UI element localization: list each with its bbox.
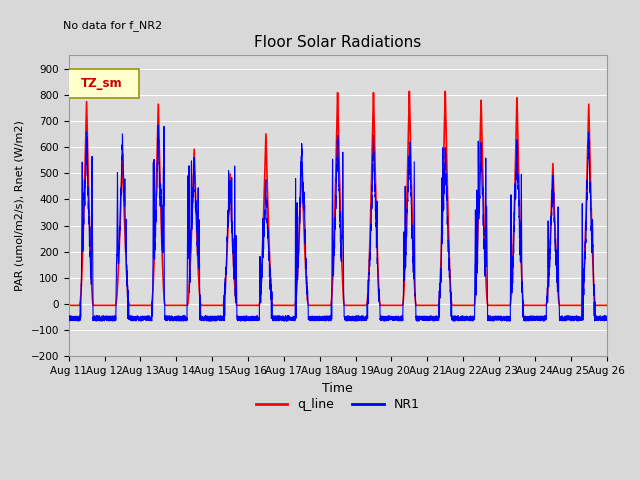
q_line — [602, 302, 610, 308]
q_line — [429, 302, 436, 308]
q_line — [65, 302, 72, 308]
q_line — [458, 302, 466, 308]
NR1 — [111, 318, 118, 324]
Line: q_line: q_line — [68, 91, 607, 305]
NR1 — [429, 317, 436, 323]
NR1 — [603, 314, 611, 320]
Text: TZ_sm: TZ_sm — [81, 77, 123, 90]
q_line — [406, 88, 413, 94]
Text: No data for f_NR2: No data for f_NR2 — [63, 21, 163, 31]
q_line — [161, 302, 169, 308]
Legend: q_line, NR1: q_line, NR1 — [250, 393, 425, 416]
NR1 — [458, 313, 466, 319]
q_line — [603, 302, 611, 308]
q_line — [489, 302, 497, 308]
NR1 — [154, 122, 162, 128]
NR1 — [65, 315, 72, 321]
X-axis label: Time: Time — [322, 382, 353, 395]
NR1 — [489, 318, 497, 324]
NR1 — [162, 316, 170, 322]
Title: Floor Solar Radiations: Floor Solar Radiations — [254, 35, 421, 50]
NR1 — [602, 316, 610, 322]
NR1 — [318, 317, 326, 323]
Line: NR1: NR1 — [68, 125, 607, 321]
Y-axis label: PAR (umol/m2/s), Rnet (W/m2): PAR (umol/m2/s), Rnet (W/m2) — [15, 120, 25, 291]
FancyBboxPatch shape — [66, 69, 139, 97]
q_line — [317, 302, 325, 308]
